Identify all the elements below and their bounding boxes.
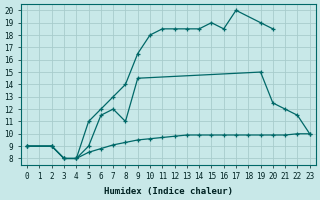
X-axis label: Humidex (Indice chaleur): Humidex (Indice chaleur) [104, 187, 233, 196]
